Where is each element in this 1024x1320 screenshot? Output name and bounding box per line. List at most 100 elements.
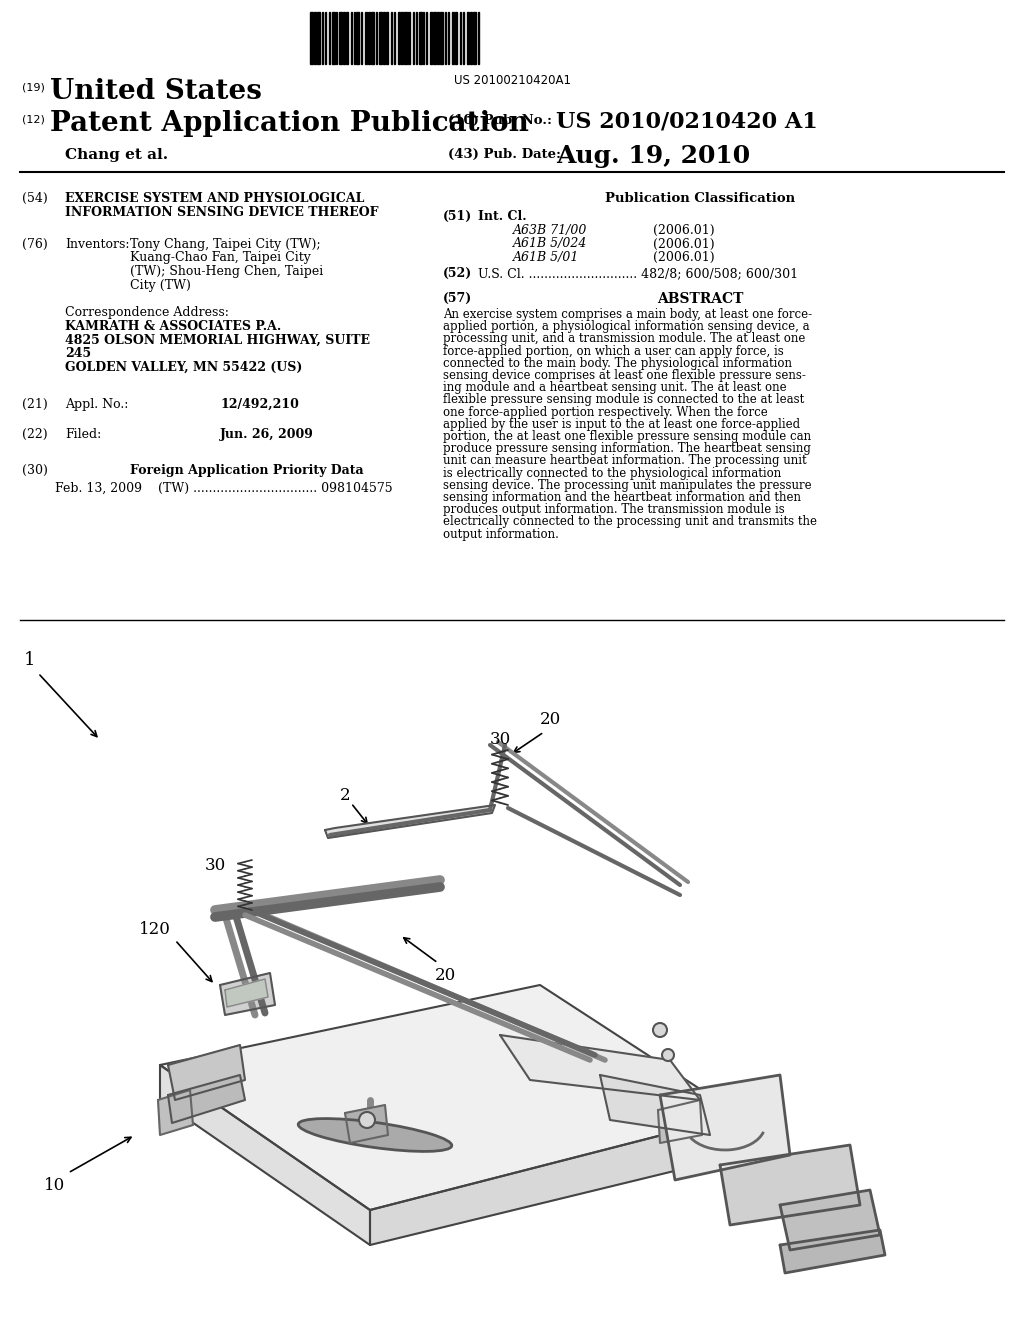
- Text: KAMRATH & ASSOCIATES P.A.: KAMRATH & ASSOCIATES P.A.: [65, 319, 282, 333]
- Text: force-applied portion, on which a user can apply force, is: force-applied portion, on which a user c…: [443, 345, 783, 358]
- Text: (57): (57): [443, 292, 472, 305]
- Text: Jun. 26, 2009: Jun. 26, 2009: [220, 428, 314, 441]
- Text: (30): (30): [22, 465, 48, 477]
- Text: 12/492,210: 12/492,210: [220, 399, 299, 411]
- Polygon shape: [160, 1065, 370, 1245]
- Polygon shape: [345, 1105, 388, 1143]
- Text: (2006.01): (2006.01): [653, 238, 715, 251]
- Text: 4825 OLSON MEMORIAL HIGHWAY, SUITE: 4825 OLSON MEMORIAL HIGHWAY, SUITE: [65, 334, 370, 346]
- Text: GOLDEN VALLEY, MN 55422 (US): GOLDEN VALLEY, MN 55422 (US): [65, 360, 302, 374]
- Bar: [365, 12, 367, 63]
- Text: Patent Application Publication: Patent Application Publication: [50, 110, 528, 137]
- Text: Kuang-Chao Fan, Taipei City: Kuang-Chao Fan, Taipei City: [130, 252, 311, 264]
- Text: A61B 5/024: A61B 5/024: [513, 238, 588, 251]
- Bar: [379, 12, 382, 63]
- Text: US 20100210420A1: US 20100210420A1: [454, 74, 570, 87]
- Bar: [346, 12, 348, 63]
- Text: (22): (22): [22, 428, 48, 441]
- Text: connected to the main body. The physiological information: connected to the main body. The physiolo…: [443, 356, 792, 370]
- Text: (2006.01): (2006.01): [653, 224, 715, 238]
- Text: 2: 2: [340, 787, 350, 804]
- Polygon shape: [658, 1100, 702, 1143]
- Text: applied by the user is input to the at least one force-applied: applied by the user is input to the at l…: [443, 418, 800, 430]
- Text: produces output information. The transmission module is: produces output information. The transmi…: [443, 503, 784, 516]
- Polygon shape: [168, 1074, 245, 1123]
- Polygon shape: [370, 1115, 740, 1245]
- Bar: [430, 12, 432, 63]
- Bar: [470, 12, 472, 63]
- Bar: [383, 12, 385, 63]
- Text: (51): (51): [443, 210, 472, 223]
- Bar: [339, 12, 342, 63]
- Polygon shape: [780, 1191, 880, 1250]
- Text: (52): (52): [443, 267, 472, 280]
- Text: Inventors:: Inventors:: [65, 238, 129, 251]
- Text: is electrically connected to the physiological information: is electrically connected to the physiol…: [443, 466, 781, 479]
- Text: output information.: output information.: [443, 528, 559, 541]
- Bar: [398, 12, 400, 63]
- Text: A63B 71/00: A63B 71/00: [513, 224, 588, 238]
- Polygon shape: [220, 973, 275, 1015]
- Text: one force-applied portion respectively. When the force: one force-applied portion respectively. …: [443, 405, 768, 418]
- Bar: [310, 12, 313, 63]
- Text: (10) Pub. No.:: (10) Pub. No.:: [449, 114, 552, 127]
- Polygon shape: [158, 1090, 193, 1135]
- Bar: [404, 12, 407, 63]
- Polygon shape: [600, 1074, 710, 1135]
- Bar: [343, 12, 345, 63]
- Text: Int. Cl.: Int. Cl.: [478, 210, 526, 223]
- Text: City (TW): City (TW): [130, 279, 190, 292]
- Text: Publication Classification: Publication Classification: [605, 191, 795, 205]
- Text: (21): (21): [22, 399, 48, 411]
- Bar: [401, 12, 403, 63]
- Text: (19): (19): [22, 82, 45, 92]
- Circle shape: [662, 1049, 674, 1061]
- Text: 20: 20: [540, 711, 560, 729]
- Circle shape: [653, 1023, 667, 1038]
- Text: 30: 30: [489, 731, 511, 748]
- Text: Feb. 13, 2009    (TW) ................................ 098104575: Feb. 13, 2009 (TW) .....................…: [55, 482, 392, 495]
- Bar: [455, 12, 457, 63]
- Text: portion, the at least one flexible pressure sensing module can: portion, the at least one flexible press…: [443, 430, 811, 444]
- Bar: [356, 12, 359, 63]
- Bar: [332, 12, 335, 63]
- Bar: [473, 12, 476, 63]
- Text: U.S. Cl. ............................ 482/8; 600/508; 600/301: U.S. Cl. ............................ 48…: [478, 267, 798, 280]
- Bar: [419, 12, 422, 63]
- Polygon shape: [500, 1035, 700, 1100]
- Bar: [314, 12, 316, 63]
- Bar: [433, 12, 436, 63]
- Ellipse shape: [298, 1118, 452, 1151]
- Text: ing module and a heartbeat sensing unit. The at least one: ing module and a heartbeat sensing unit.…: [443, 381, 786, 395]
- Text: 1: 1: [25, 651, 36, 669]
- Text: US 2010/0210420 A1: US 2010/0210420 A1: [556, 110, 818, 132]
- Polygon shape: [720, 1144, 860, 1225]
- Text: processing unit, and a transmission module. The at least one: processing unit, and a transmission modu…: [443, 333, 805, 346]
- Text: INFORMATION SENSING DEVICE THEREOF: INFORMATION SENSING DEVICE THEREOF: [65, 206, 379, 219]
- Text: 30: 30: [205, 857, 225, 874]
- Text: 120: 120: [139, 921, 171, 939]
- Bar: [386, 12, 388, 63]
- Text: (76): (76): [22, 238, 48, 251]
- Polygon shape: [780, 1230, 885, 1272]
- Text: Appl. No.:: Appl. No.:: [65, 399, 128, 411]
- Text: electrically connected to the processing unit and transmits the: electrically connected to the processing…: [443, 515, 817, 528]
- Text: Foreign Application Priority Data: Foreign Application Priority Data: [130, 465, 364, 477]
- Text: applied portion, a physiological information sensing device, a: applied portion, a physiological informa…: [443, 321, 810, 333]
- Text: 10: 10: [44, 1176, 66, 1193]
- Text: (12): (12): [22, 114, 45, 124]
- Bar: [467, 12, 469, 63]
- Bar: [440, 12, 443, 63]
- Text: (43) Pub. Date:: (43) Pub. Date:: [449, 148, 561, 161]
- Bar: [317, 12, 319, 63]
- Text: United States: United States: [50, 78, 262, 106]
- Text: (2006.01): (2006.01): [653, 251, 715, 264]
- Text: Filed:: Filed:: [65, 428, 101, 441]
- Bar: [371, 12, 374, 63]
- Text: sensing device comprises at least one flexible pressure sens-: sensing device comprises at least one fl…: [443, 370, 806, 381]
- Text: flexible pressure sensing module is connected to the at least: flexible pressure sensing module is conn…: [443, 393, 804, 407]
- Text: sensing information and the heartbeat information and then: sensing information and the heartbeat in…: [443, 491, 801, 504]
- Text: An exercise system comprises a main body, at least one force-: An exercise system comprises a main body…: [443, 308, 812, 321]
- Text: ABSTRACT: ABSTRACT: [656, 292, 743, 306]
- Circle shape: [359, 1111, 375, 1129]
